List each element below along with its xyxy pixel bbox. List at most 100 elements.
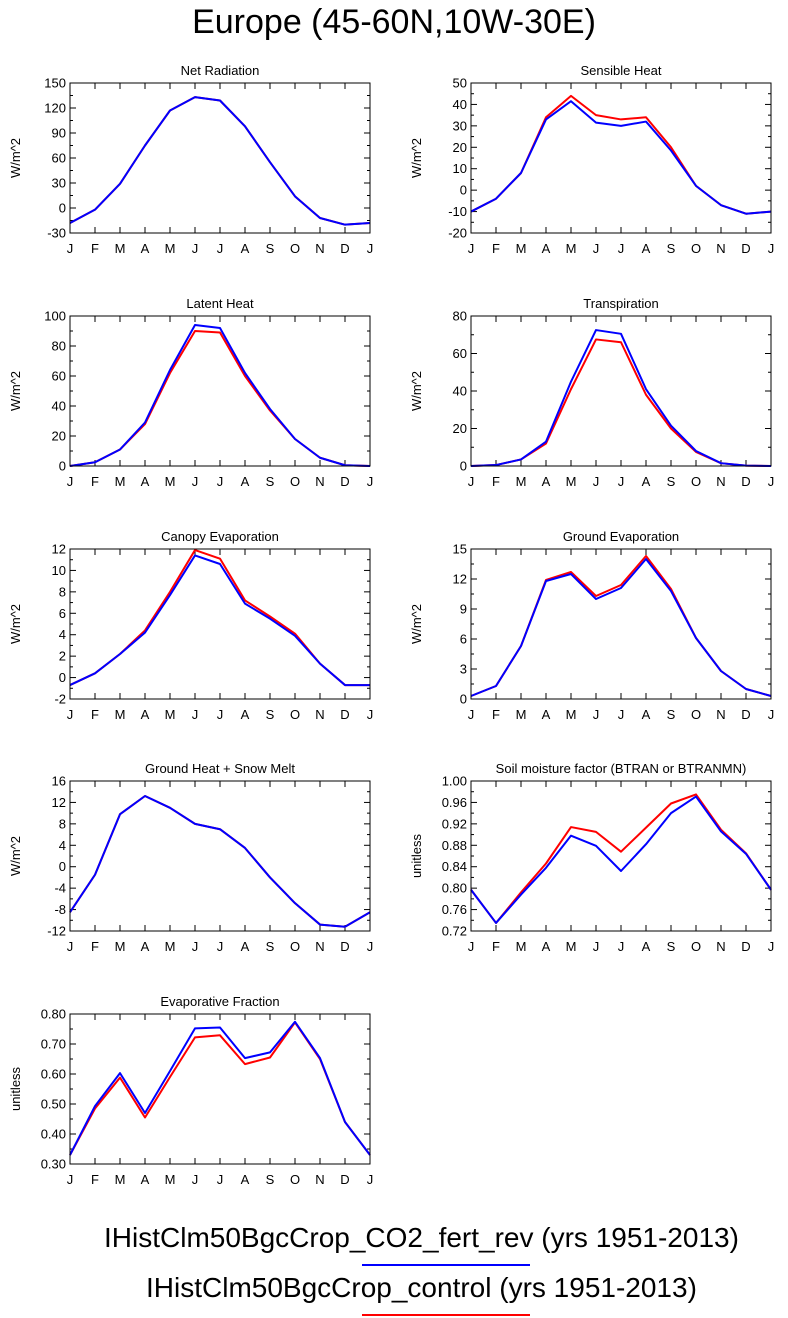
x-tick-label-8-9: O bbox=[290, 1172, 300, 1187]
x-tick-label-6-10: N bbox=[315, 939, 324, 954]
y-tick-label-0-0: -30 bbox=[47, 226, 66, 241]
y-tick-label-4-5: 8 bbox=[59, 584, 66, 599]
y-tick-label-8-1: 0.40 bbox=[41, 1127, 66, 1142]
y-tick-label-8-5: 0.80 bbox=[41, 1007, 66, 1022]
y-tick-label-2-4: 80 bbox=[52, 339, 66, 354]
series-line-3-0 bbox=[470, 338, 772, 467]
x-tick-label-1-6: J bbox=[618, 241, 625, 256]
x-tick-label-0-4: M bbox=[165, 241, 176, 256]
x-tick-label-5-10: N bbox=[716, 707, 725, 722]
chart-title-8: Evaporative Fraction bbox=[160, 994, 279, 1009]
x-tick-label-1-11: D bbox=[741, 241, 750, 256]
y-tick-label-1-5: 30 bbox=[453, 118, 467, 133]
x-tick-label-5-12: J bbox=[768, 707, 775, 722]
x-tick-label-7-7: A bbox=[642, 939, 651, 954]
series-line-4-0 bbox=[69, 549, 370, 687]
x-tick-label-3-2: M bbox=[516, 474, 527, 489]
x-tick-label-4-8: S bbox=[266, 707, 275, 722]
x-tick-label-7-9: O bbox=[691, 939, 701, 954]
x-tick-label-3-10: N bbox=[716, 474, 725, 489]
series-line-4-1 bbox=[69, 554, 370, 687]
x-tick-label-1-0: J bbox=[468, 241, 475, 256]
y-tick-label-1-6: 40 bbox=[453, 97, 467, 112]
chart-title-3: Transpiration bbox=[583, 296, 658, 311]
y-tick-label-4-3: 4 bbox=[59, 627, 66, 642]
x-tick-label-4-5: J bbox=[192, 707, 199, 722]
x-tick-label-6-11: D bbox=[340, 939, 349, 954]
y-tick-label-1-4: 20 bbox=[453, 140, 467, 155]
x-tick-label-0-5: J bbox=[192, 241, 199, 256]
series-line-3-1 bbox=[470, 329, 772, 467]
x-tick-label-1-4: M bbox=[566, 241, 577, 256]
x-tick-label-4-12: J bbox=[367, 707, 374, 722]
x-tick-label-5-7: A bbox=[642, 707, 651, 722]
x-tick-label-8-0: J bbox=[67, 1172, 74, 1187]
x-tick-label-7-11: D bbox=[741, 939, 750, 954]
x-tick-label-8-1: F bbox=[91, 1172, 99, 1187]
series-line-0-0 bbox=[69, 96, 371, 226]
x-tick-label-6-3: A bbox=[141, 939, 150, 954]
x-tick-label-8-2: M bbox=[115, 1172, 126, 1187]
y-tick-label-8-4: 0.70 bbox=[41, 1037, 66, 1052]
plot-frame-7 bbox=[470, 780, 772, 932]
x-tick-label-3-8: S bbox=[667, 474, 676, 489]
x-tick-label-8-11: D bbox=[340, 1172, 349, 1187]
x-tick-label-8-8: S bbox=[266, 1172, 275, 1187]
legend: IHistClm50BgcCrop_CO2_fert_rev (yrs 1951… bbox=[104, 1222, 739, 1316]
x-tick-label-0-2: M bbox=[115, 241, 126, 256]
x-tick-label-0-11: D bbox=[340, 241, 349, 256]
x-tick-label-0-0: J bbox=[67, 241, 74, 256]
x-tick-label-7-8: S bbox=[667, 939, 676, 954]
x-tick-label-3-11: D bbox=[741, 474, 750, 489]
plot-frame-6 bbox=[69, 780, 371, 932]
x-tick-label-3-3: A bbox=[542, 474, 551, 489]
figure-title: Europe (45-60N,10W-30E) bbox=[192, 3, 596, 41]
x-tick-label-0-7: A bbox=[241, 241, 250, 256]
y-tick-label-5-4: 12 bbox=[453, 572, 467, 587]
x-tick-label-3-12: J bbox=[768, 474, 775, 489]
y-axis-label-7: unitless bbox=[409, 833, 424, 878]
y-tick-label-4-1: 0 bbox=[59, 670, 66, 685]
x-tick-label-0-3: A bbox=[141, 241, 150, 256]
y-tick-label-3-0: 0 bbox=[460, 459, 467, 474]
x-tick-label-0-1: F bbox=[91, 241, 99, 256]
x-tick-label-4-6: J bbox=[217, 707, 224, 722]
x-tick-label-1-1: F bbox=[492, 241, 500, 256]
series-line-2-1 bbox=[69, 324, 371, 467]
y-tick-label-4-4: 6 bbox=[59, 606, 66, 621]
y-tick-label-7-2: 0.80 bbox=[442, 881, 467, 896]
y-tick-label-1-0: -20 bbox=[448, 226, 467, 241]
y-tick-label-0-2: 30 bbox=[52, 176, 66, 191]
x-tick-label-4-11: D bbox=[340, 707, 349, 722]
y-axis-label-2: W/m^2 bbox=[8, 371, 23, 411]
x-tick-label-6-0: J bbox=[67, 939, 74, 954]
series-line-5-1 bbox=[470, 558, 772, 697]
x-tick-label-1-2: M bbox=[516, 241, 527, 256]
y-axis-label-1: W/m^2 bbox=[409, 138, 424, 178]
x-tick-label-8-7: A bbox=[241, 1172, 250, 1187]
x-tick-label-7-4: M bbox=[566, 939, 577, 954]
series-line-7-0 bbox=[470, 793, 772, 924]
y-tick-label-7-7: 1.00 bbox=[442, 774, 467, 789]
y-tick-label-0-3: 60 bbox=[52, 151, 66, 166]
y-tick-label-6-1: -8 bbox=[54, 902, 66, 917]
x-tick-label-2-5: J bbox=[192, 474, 199, 489]
chart-title-2: Latent Heat bbox=[186, 296, 254, 311]
legend-label-control: IHistClm50BgcCrop_control (yrs 1951-2013… bbox=[146, 1272, 697, 1303]
x-tick-label-8-5: J bbox=[192, 1172, 199, 1187]
y-tick-label-7-4: 0.88 bbox=[442, 838, 467, 853]
x-tick-label-5-9: O bbox=[691, 707, 701, 722]
x-tick-label-2-3: A bbox=[141, 474, 150, 489]
x-tick-label-2-0: J bbox=[67, 474, 74, 489]
y-tick-label-4-7: 12 bbox=[52, 542, 66, 557]
x-tick-label-7-6: J bbox=[618, 939, 625, 954]
y-tick-label-5-0: 0 bbox=[460, 692, 467, 707]
x-tick-label-2-1: F bbox=[91, 474, 99, 489]
chart-title-0: Net Radiation bbox=[181, 63, 260, 78]
x-tick-label-5-6: J bbox=[618, 707, 625, 722]
x-tick-label-8-6: J bbox=[217, 1172, 224, 1187]
y-tick-label-8-3: 0.60 bbox=[41, 1067, 66, 1082]
x-tick-label-6-12: J bbox=[367, 939, 374, 954]
